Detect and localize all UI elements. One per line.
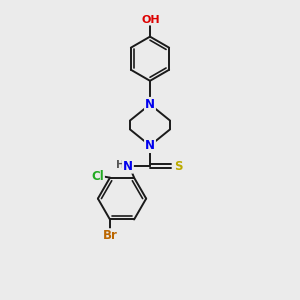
Text: N: N xyxy=(145,139,155,152)
Text: Cl: Cl xyxy=(91,170,104,183)
Text: OH: OH xyxy=(141,15,160,25)
Text: N: N xyxy=(123,160,133,173)
Text: S: S xyxy=(174,160,182,173)
Text: N: N xyxy=(145,98,155,111)
Text: H: H xyxy=(116,160,125,170)
Text: Br: Br xyxy=(103,229,117,242)
